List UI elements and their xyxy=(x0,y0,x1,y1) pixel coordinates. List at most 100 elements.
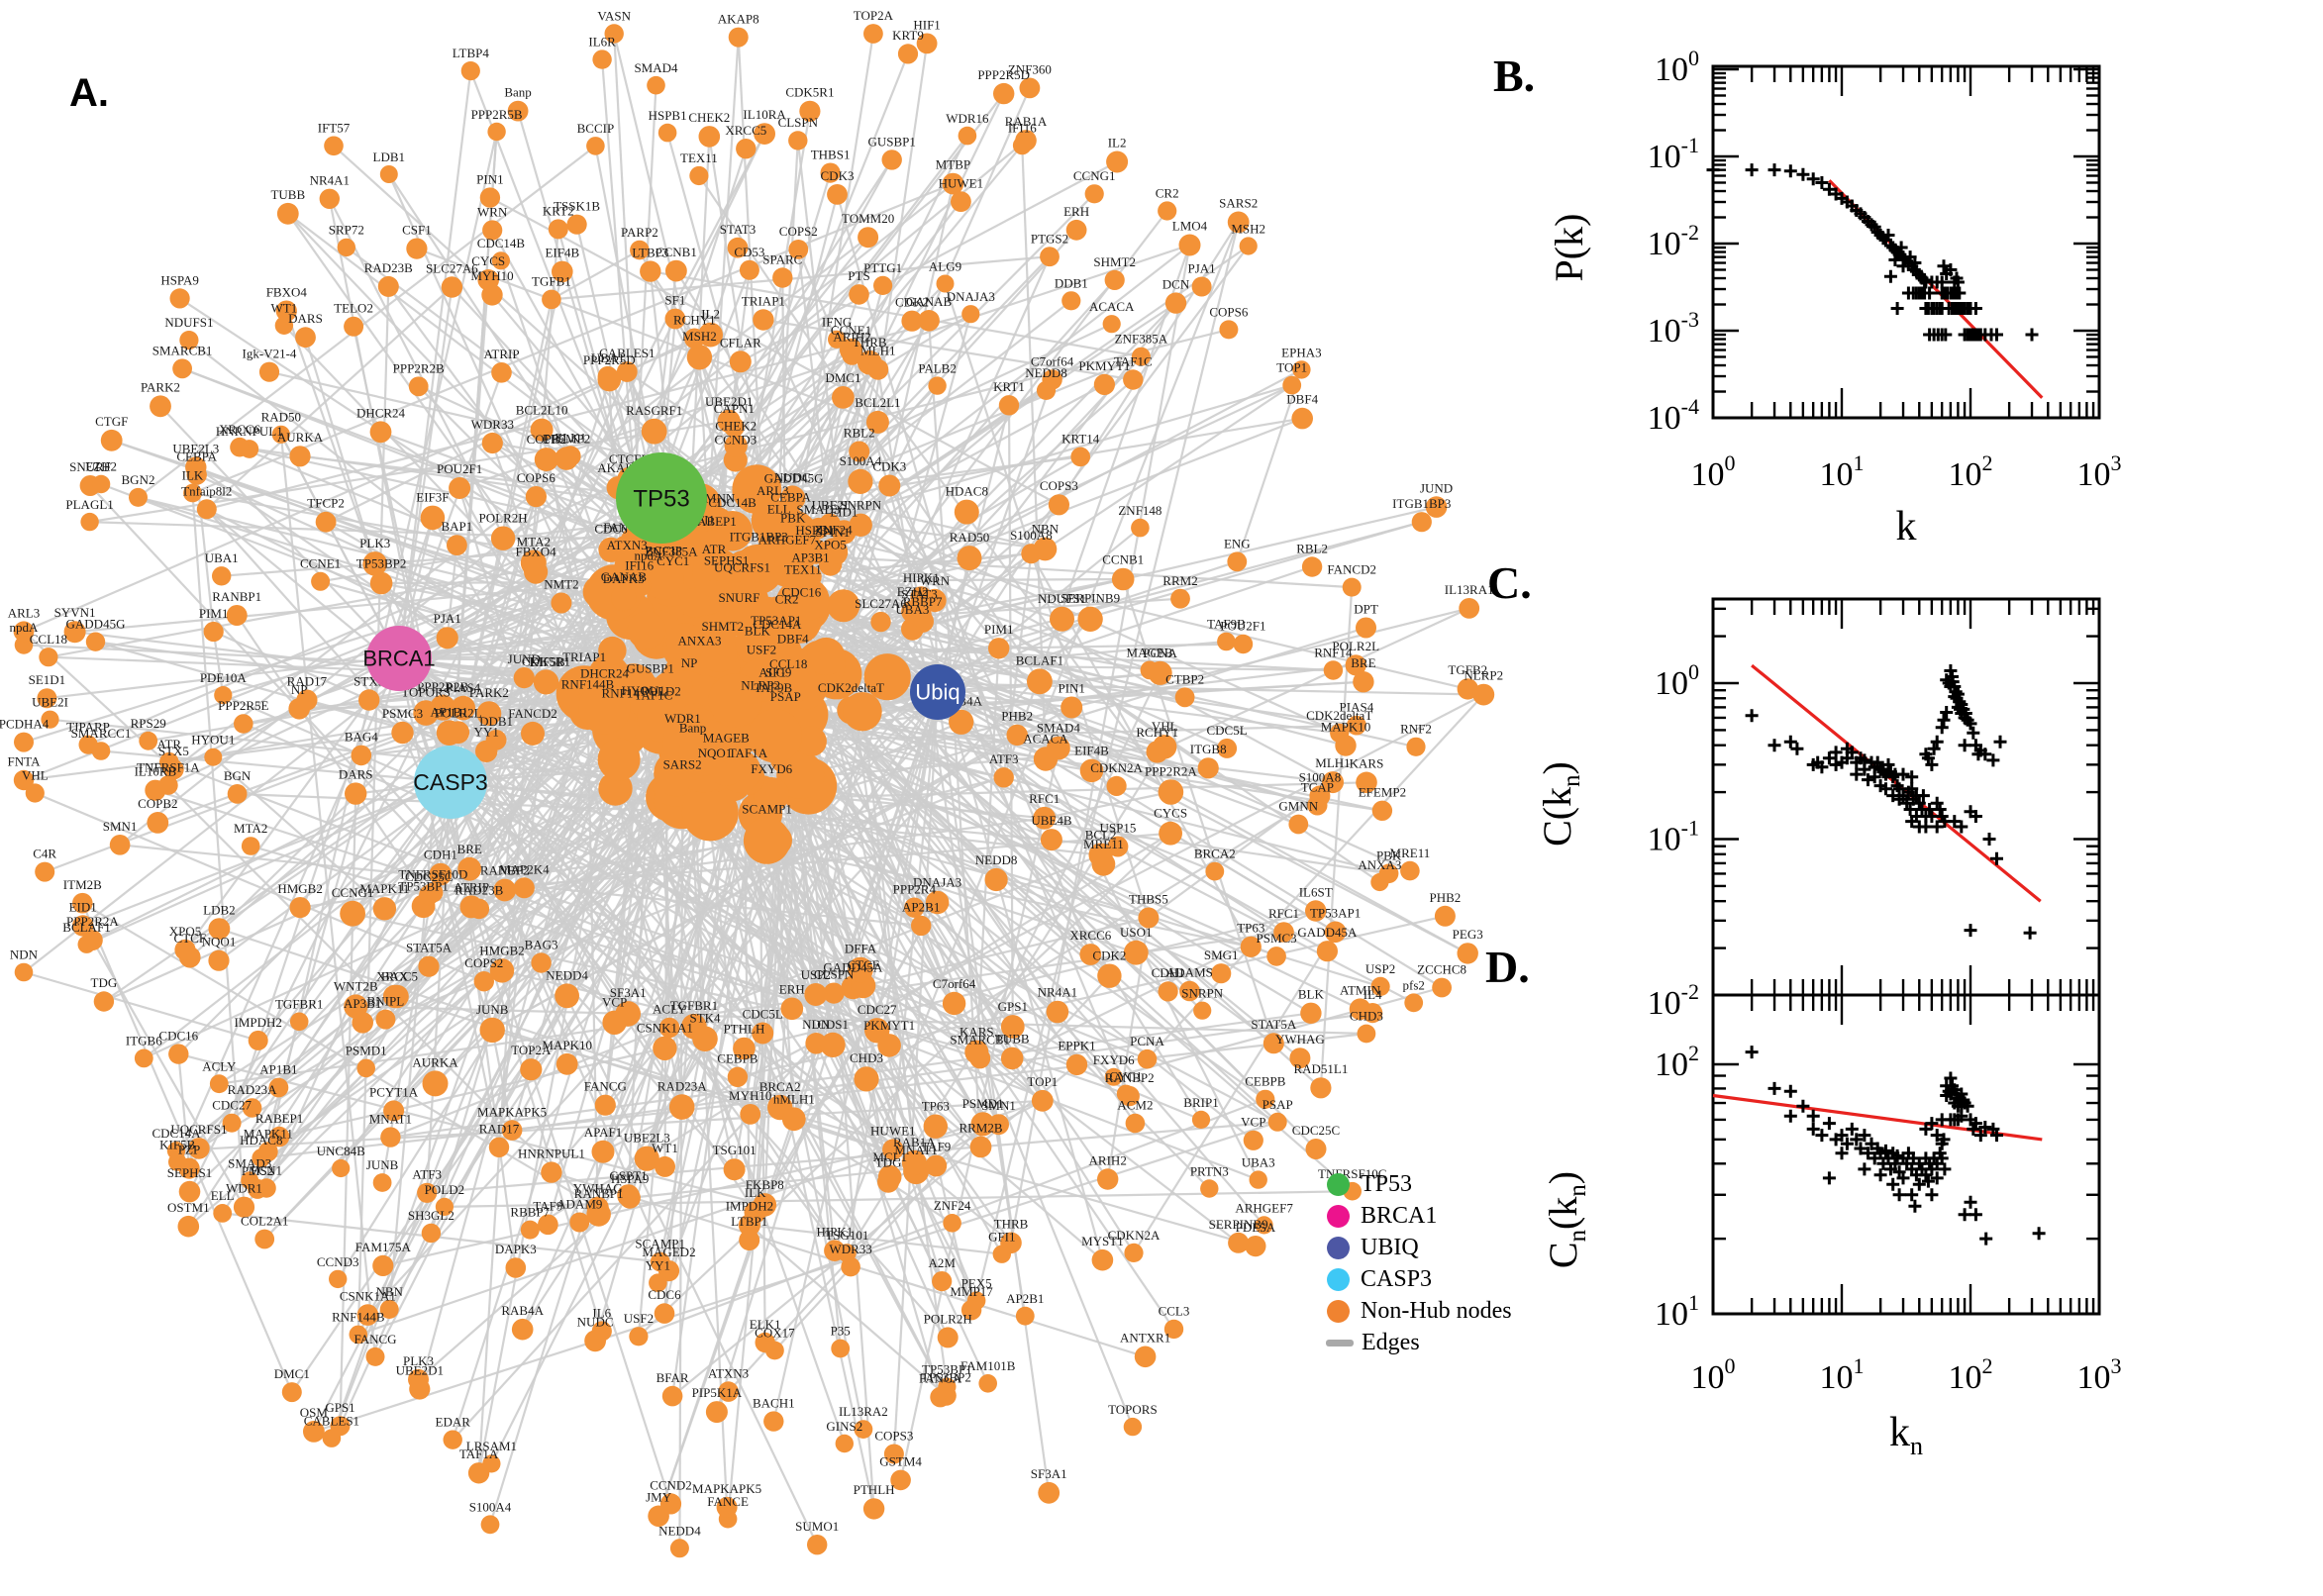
gene-label: STAT5A xyxy=(406,941,453,955)
gene-label: CSNK1A1 xyxy=(340,1288,396,1303)
gene-label: PPP2R2B xyxy=(393,361,445,376)
tick-label: 100 xyxy=(1655,46,1699,88)
gene-label: RRM2B xyxy=(959,1120,1002,1135)
gene-label: CDC27 xyxy=(212,1098,252,1113)
gene-label: BGN2 xyxy=(122,472,155,487)
gene-label: HSPB1 xyxy=(795,523,834,538)
gene-label: ACACA xyxy=(1089,299,1135,314)
gene-label: JUND xyxy=(1420,480,1453,495)
gene-label: CSF1 xyxy=(402,223,432,238)
gene-label: NUDC xyxy=(774,469,811,484)
gene-label: JUNB xyxy=(476,1002,509,1017)
gene-label: OSM xyxy=(300,1405,329,1420)
gene-label: XPO5 xyxy=(169,924,202,939)
gene-label: PRTN3 xyxy=(1190,1163,1229,1178)
gene-label: FANCE xyxy=(707,1494,749,1509)
gene-label: TSG101 xyxy=(825,1228,868,1243)
gene-label: IMPDH2 xyxy=(726,1198,773,1213)
tick-label: 100 xyxy=(1691,1353,1736,1396)
gene-label: BRCA2 xyxy=(1194,847,1236,861)
gene-label: CDC6 xyxy=(648,1287,681,1302)
gene-label: GADD45A xyxy=(1297,925,1358,940)
panel-b-frame xyxy=(1711,64,2101,420)
gene-label: RANBP1 xyxy=(212,589,261,604)
y-axis-title-b: P(k) xyxy=(1547,214,1591,282)
gene-label: TEX11 xyxy=(784,561,822,576)
gene-label: MTBP xyxy=(936,157,970,172)
gene-label: HSPB1 xyxy=(649,108,687,123)
gene-label: WNT2B xyxy=(334,978,378,993)
gene-label: CDH1 xyxy=(424,848,457,862)
gene-label: TOMM20 xyxy=(842,211,894,226)
gene-label: COPS6 xyxy=(1209,304,1249,319)
gene-label: CCL3 xyxy=(1159,1304,1190,1319)
hub-label-casp3: CASP3 xyxy=(413,769,487,795)
gene-label: GSTM4 xyxy=(879,1454,922,1469)
gene-label: CCL18 xyxy=(30,632,67,647)
gene-label: CCNB1 xyxy=(656,245,697,259)
gene-label: THBS1 xyxy=(811,148,851,162)
gene-label: ATF3 xyxy=(989,751,1019,766)
gene-label: RBBP7 xyxy=(903,594,943,609)
gene-label: UBE2D1 xyxy=(396,1362,444,1377)
gene-label: WDR33 xyxy=(471,417,514,432)
gene-label: NDUFS1 xyxy=(1038,591,1086,606)
legend-label: CASP3 xyxy=(1361,1265,1433,1292)
gene-label: SMN1 xyxy=(103,819,138,834)
gene-label: PALB2 xyxy=(918,360,957,375)
gene-label: ZNF385A xyxy=(645,544,698,558)
gene-label: IL10RA xyxy=(743,107,786,122)
gene-label: ERH xyxy=(779,982,805,997)
gene-label: VASN xyxy=(597,8,631,23)
y-axis-title-c: C(kn) xyxy=(1535,761,1585,847)
gene-label: MMP17 xyxy=(950,1284,993,1299)
gene-label: DPT xyxy=(1354,602,1378,617)
gene-label: STX5 xyxy=(158,744,189,758)
gene-label: GUSBP1 xyxy=(626,661,673,676)
gene-label: IL6 xyxy=(592,1305,611,1320)
gene-label: WT1 xyxy=(652,1141,678,1155)
gene-label: hMLH1 xyxy=(773,1091,815,1106)
gene-label: MAPKAPK5 xyxy=(692,1481,761,1496)
gene-label: PARK2 xyxy=(469,685,509,700)
hub-circle-casp3 xyxy=(414,746,487,819)
data-points-c xyxy=(1745,664,2037,940)
gene-label: MSH2 xyxy=(1231,221,1265,236)
gene-label: PSMD1 xyxy=(346,1044,387,1058)
gene-label: PPP2R5E xyxy=(218,698,268,713)
gene-label: PKMYT1 xyxy=(863,1018,915,1033)
gene-label: NP xyxy=(681,655,698,670)
gene-label: VHL xyxy=(1152,719,1178,734)
gene-label: IFNG xyxy=(822,315,852,330)
gene-label: SUMO1 xyxy=(795,1519,839,1534)
gene-label: TNFRSF10D xyxy=(398,867,467,882)
gene-label: IFT57 xyxy=(318,121,351,136)
gene-label: SNURF xyxy=(718,590,759,605)
gene-label: ANXA3 xyxy=(1358,857,1401,872)
gene-label: ACACA xyxy=(1023,731,1068,746)
gene-label: WDR16 xyxy=(946,111,989,126)
gene-label: RBBP7 xyxy=(510,1205,550,1220)
panel-label-a: A. xyxy=(69,71,109,115)
legend-item-casp3: CASP3 xyxy=(1327,1263,1512,1295)
gene-label: YWHAG xyxy=(573,1181,623,1196)
gene-label: ELL xyxy=(211,1188,235,1203)
hub-circle-brca1 xyxy=(366,626,432,691)
gene-label: UBE2D1 xyxy=(705,394,753,409)
gene-label: TUBB xyxy=(270,187,305,202)
tick-label: 103 xyxy=(2077,1353,2122,1396)
gene-label: SERPINB9 xyxy=(1209,1217,1268,1232)
legend-dot-icon xyxy=(1327,1172,1350,1196)
gene-label: CDK3 xyxy=(872,458,906,473)
gene-label: SHMT2 xyxy=(1093,254,1136,269)
gene-label: ARL3 xyxy=(8,605,41,620)
gene-label: DDB1 xyxy=(1055,275,1088,290)
gene-label: PPP2R5D xyxy=(977,67,1030,82)
gene-label: NEDD8 xyxy=(1025,365,1067,380)
panel-label-b: B. xyxy=(1493,50,1536,101)
gene-label: RAD23A xyxy=(228,1082,277,1097)
tick-label: 102 xyxy=(1949,450,1993,493)
gene-label: EIF4B xyxy=(1074,744,1109,758)
gene-label: CEBPA xyxy=(176,449,217,463)
gene-label: COPS2 xyxy=(464,955,503,970)
